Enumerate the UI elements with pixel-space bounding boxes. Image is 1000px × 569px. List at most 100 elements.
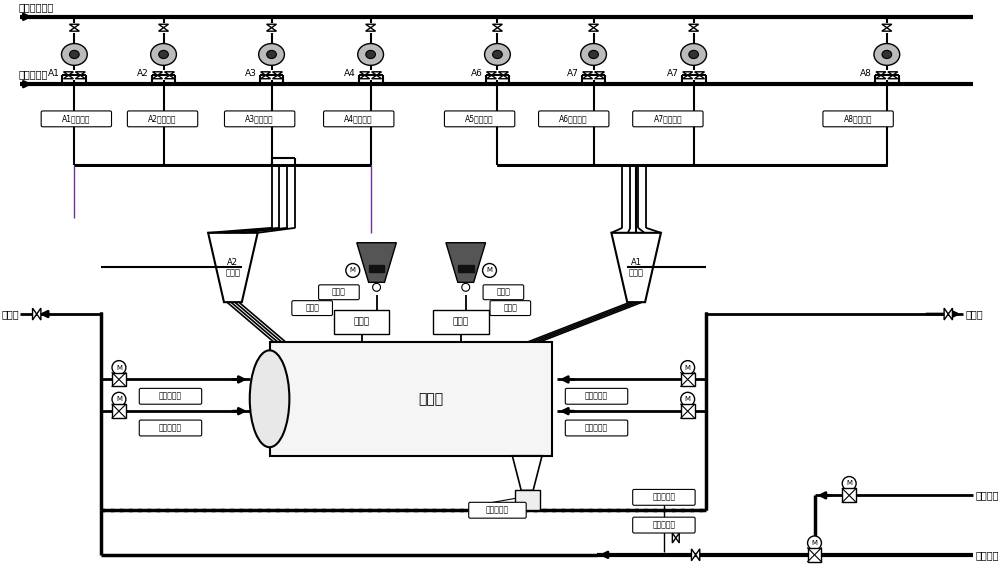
Polygon shape xyxy=(683,72,693,75)
Circle shape xyxy=(112,393,126,406)
FancyBboxPatch shape xyxy=(127,111,198,127)
Ellipse shape xyxy=(250,351,289,447)
FancyBboxPatch shape xyxy=(292,300,332,316)
Polygon shape xyxy=(498,75,508,79)
Polygon shape xyxy=(876,75,886,79)
Text: M: M xyxy=(685,365,691,370)
Polygon shape xyxy=(492,28,502,31)
Polygon shape xyxy=(372,75,382,79)
Polygon shape xyxy=(888,75,898,79)
Text: 燃烧器冷却风: 燃烧器冷却风 xyxy=(19,2,54,12)
Ellipse shape xyxy=(259,44,284,65)
Bar xyxy=(842,488,856,502)
Ellipse shape xyxy=(493,51,502,59)
Text: 容量风流量: 容量风流量 xyxy=(585,423,608,432)
Circle shape xyxy=(462,283,470,291)
Polygon shape xyxy=(944,308,948,320)
FancyBboxPatch shape xyxy=(483,285,524,300)
Polygon shape xyxy=(159,24,168,28)
Polygon shape xyxy=(595,75,604,79)
Text: 一次风温度: 一次风温度 xyxy=(652,521,675,530)
Ellipse shape xyxy=(358,44,384,65)
Polygon shape xyxy=(487,75,496,79)
Circle shape xyxy=(681,393,695,406)
Polygon shape xyxy=(63,72,73,75)
Polygon shape xyxy=(948,308,952,320)
Text: 给煤机: 给煤机 xyxy=(453,318,469,327)
Bar xyxy=(112,404,126,418)
Polygon shape xyxy=(446,243,486,282)
Ellipse shape xyxy=(581,44,606,65)
Polygon shape xyxy=(498,72,508,75)
FancyBboxPatch shape xyxy=(565,420,628,436)
Bar xyxy=(515,490,540,510)
Text: M: M xyxy=(116,365,122,370)
Circle shape xyxy=(373,283,381,291)
FancyBboxPatch shape xyxy=(319,285,359,300)
Polygon shape xyxy=(691,549,696,561)
Text: 自辅汽: 自辅汽 xyxy=(965,309,983,319)
Polygon shape xyxy=(696,549,700,561)
Polygon shape xyxy=(267,24,276,28)
Ellipse shape xyxy=(70,51,79,59)
Text: A1: A1 xyxy=(48,69,60,78)
Polygon shape xyxy=(689,28,699,31)
Text: A3: A3 xyxy=(245,69,257,78)
Circle shape xyxy=(808,536,821,550)
Circle shape xyxy=(112,361,126,374)
Polygon shape xyxy=(261,75,271,79)
Text: A2: A2 xyxy=(137,69,149,78)
Polygon shape xyxy=(261,72,271,75)
Polygon shape xyxy=(683,75,693,79)
Bar xyxy=(458,265,474,273)
Text: 给煤量: 给煤量 xyxy=(503,304,517,312)
Polygon shape xyxy=(487,72,496,75)
Text: 粉管清扫风: 粉管清扫风 xyxy=(19,69,48,79)
Text: 冷一次风: 冷一次风 xyxy=(975,490,999,500)
Polygon shape xyxy=(589,28,599,31)
Text: 给煤机: 给煤机 xyxy=(354,318,370,327)
Polygon shape xyxy=(69,24,79,28)
Text: A8: A8 xyxy=(860,69,872,78)
Bar xyxy=(112,373,126,386)
Text: A8风粉浓度: A8风粉浓度 xyxy=(844,114,872,123)
Bar xyxy=(369,265,384,273)
Ellipse shape xyxy=(159,51,168,59)
Text: A4: A4 xyxy=(344,69,356,78)
Ellipse shape xyxy=(681,44,707,65)
Circle shape xyxy=(346,263,360,278)
FancyBboxPatch shape xyxy=(41,111,112,127)
Text: M: M xyxy=(350,267,356,274)
Polygon shape xyxy=(676,533,679,543)
Polygon shape xyxy=(492,24,502,28)
Polygon shape xyxy=(583,72,593,75)
Text: M: M xyxy=(116,396,122,402)
Text: 容量风流量: 容量风流量 xyxy=(159,423,182,432)
Polygon shape xyxy=(165,72,174,75)
Text: 给煤量: 给煤量 xyxy=(305,304,319,312)
Text: 自辅汽: 自辅汽 xyxy=(1,309,19,319)
Text: A5风粉浓度: A5风粉浓度 xyxy=(465,114,494,123)
FancyBboxPatch shape xyxy=(633,489,695,505)
Ellipse shape xyxy=(267,51,276,59)
Ellipse shape xyxy=(589,51,598,59)
Text: A2风粉浓度: A2风粉浓度 xyxy=(148,114,177,123)
Bar xyxy=(433,310,489,334)
Ellipse shape xyxy=(689,51,698,59)
Text: A4风粉浓度: A4风粉浓度 xyxy=(344,114,373,123)
Polygon shape xyxy=(75,75,85,79)
Polygon shape xyxy=(63,75,73,79)
Polygon shape xyxy=(37,308,41,320)
Text: 磨煤机: 磨煤机 xyxy=(418,392,443,406)
FancyBboxPatch shape xyxy=(823,111,893,127)
Text: 给煤量: 给煤量 xyxy=(332,288,346,297)
FancyBboxPatch shape xyxy=(139,420,202,436)
FancyBboxPatch shape xyxy=(539,111,609,127)
Polygon shape xyxy=(360,75,370,79)
FancyBboxPatch shape xyxy=(324,111,394,127)
Ellipse shape xyxy=(61,44,87,65)
Polygon shape xyxy=(876,72,886,75)
Polygon shape xyxy=(153,75,163,79)
Polygon shape xyxy=(366,28,376,31)
Text: A7: A7 xyxy=(567,69,579,78)
